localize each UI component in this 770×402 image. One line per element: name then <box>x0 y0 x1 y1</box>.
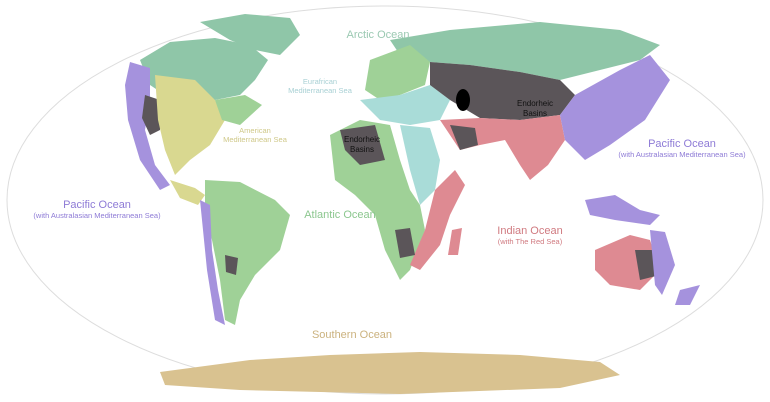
central-america <box>170 180 205 205</box>
madagascar <box>448 228 462 255</box>
atlantic-basin-south-america <box>205 180 290 325</box>
caspian-sea <box>456 89 470 111</box>
label-arctic-ocean: Arctic Ocean <box>347 29 410 41</box>
label-endorheic-africa-line1: Endorheic <box>344 135 380 144</box>
american-mediterranean-basin <box>155 75 225 175</box>
oceania <box>585 195 700 305</box>
atlantic-basin-north-america <box>215 95 262 125</box>
arctic-basin-siberia <box>390 22 660 80</box>
nile-basin <box>400 125 440 205</box>
indian-basin-africa <box>410 170 465 270</box>
label-pacific-east: Pacific Ocean <box>648 138 716 150</box>
label-pacific-east-sub: (with Australasian Mediterranean Sea) <box>618 150 746 159</box>
indonesia <box>585 195 660 225</box>
pacific-basin-asia <box>560 55 670 160</box>
pacific-basin-south-america <box>200 200 225 325</box>
eurafrican-mediterranean-basin <box>360 85 450 125</box>
endorheic-arabia <box>450 125 478 150</box>
label-atlantic-ocean: Atlantic Ocean <box>304 209 376 221</box>
atlantic-basin-europe <box>365 45 430 100</box>
label-pacific-west-sub: (with Australasian Mediterranean Sea) <box>33 211 161 220</box>
greenland <box>200 14 300 55</box>
endorheic-sahara <box>340 125 385 165</box>
antarctica-southern-ocean-basin <box>160 352 620 394</box>
japan <box>635 85 655 112</box>
label-endorheic-africa-line2: Basins <box>350 145 374 154</box>
new-zealand <box>675 285 700 305</box>
label-eurafrican-line2: Mediterranean Sea <box>288 86 353 95</box>
endorheic-altiplano <box>225 255 238 275</box>
north-america <box>125 14 300 205</box>
endorheic-kalahari <box>395 228 415 258</box>
eurasia <box>360 22 670 180</box>
label-southern-ocean: Southern Ocean <box>312 329 392 341</box>
label-american-line1: American <box>239 126 271 135</box>
label-endorheic-asia-line2: Basins <box>523 109 547 118</box>
label-pacific-west: Pacific Ocean <box>63 199 131 211</box>
label-american-line2: Mediterranean Sea <box>223 135 288 144</box>
label-endorheic-asia-line1: Endorheic <box>517 99 553 108</box>
south-america <box>200 180 290 325</box>
pacific-basin-north-america <box>125 62 170 190</box>
label-eurafrican-line1: Eurafrican <box>303 77 337 86</box>
label-indian-ocean: Indian Ocean <box>497 225 562 237</box>
pacific-basin-australia <box>650 230 675 295</box>
endorheic-great-basin <box>142 95 160 135</box>
africa <box>330 120 465 280</box>
label-indian-ocean-sub: (with The Red Sea) <box>498 237 563 246</box>
